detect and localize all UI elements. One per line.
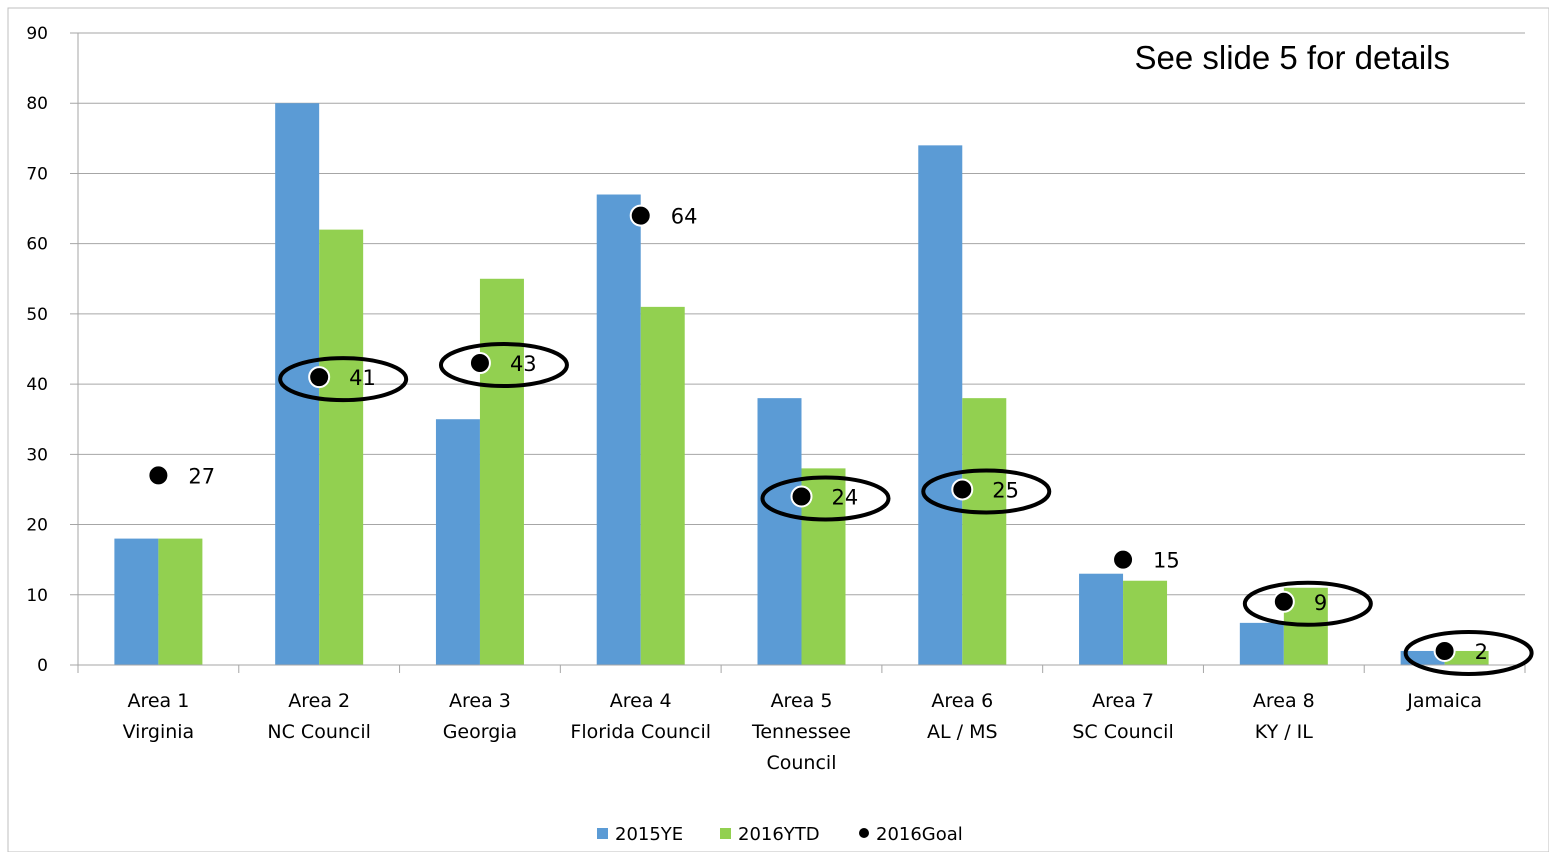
goal-label: 43 — [510, 352, 537, 376]
y-tick-label: 50 — [26, 305, 48, 325]
goal-marker — [1433, 639, 1456, 662]
category-label: Area 6 AL / MS — [927, 690, 998, 743]
bar-2015ye — [435, 419, 480, 665]
legend-marker-2016goal — [859, 828, 869, 838]
goal-highlight-ellipse — [760, 475, 891, 522]
legend-swatch-2015ye — [597, 828, 608, 839]
goal-markers: 27 41 43 64 24 25 15 9 2 — [147, 204, 1488, 664]
bar-2016ytd — [640, 306, 685, 665]
bar-2015ye — [114, 538, 159, 665]
goal-label: 9 — [1314, 591, 1327, 615]
goal-label: 15 — [1153, 549, 1180, 573]
y-tick-label: 70 — [26, 164, 48, 184]
goal-label: 2 — [1475, 640, 1488, 664]
goal-highlight-ellipse — [278, 356, 409, 403]
y-tick-label: 60 — [26, 235, 48, 255]
bar-2015ye — [757, 398, 802, 665]
bar-2016ytd — [319, 229, 364, 665]
goal-marker — [1272, 590, 1295, 613]
y-tick-label: 40 — [26, 375, 48, 395]
category-label: Area 3 Georgia — [443, 690, 518, 743]
y-axis-tick-labels: 0 10 20 30 40 50 60 70 80 90 — [26, 24, 48, 676]
legend-label-2015ye: 2015YE — [615, 824, 683, 845]
goal-highlight-ellipse — [921, 468, 1052, 515]
goal-marker — [147, 464, 170, 487]
bar-2015ye — [918, 145, 963, 665]
y-tick-label: 0 — [37, 656, 48, 676]
goal-marker — [468, 352, 491, 375]
bar-2016ytd — [1444, 650, 1489, 665]
goal-highlight-ellipse — [1403, 629, 1534, 676]
goal-label: 25 — [992, 478, 1019, 502]
y-tick-label: 10 — [26, 586, 48, 606]
legend-label-2016goal: 2016Goal — [876, 824, 963, 845]
legend: 2015YE 2016YTD 2016Goal — [597, 824, 963, 845]
bar-2016ytd — [158, 538, 203, 665]
bar-2015ye — [596, 194, 641, 665]
chart-annotation: See slide 5 for details — [1134, 39, 1450, 76]
goal-marker — [790, 485, 813, 508]
legend-label-2016ytd: 2016YTD — [738, 824, 820, 845]
legend-swatch-2016ytd — [720, 828, 731, 839]
chart-border — [7, 7, 1549, 852]
category-label: Area 1 Virginia — [123, 690, 195, 743]
bar-2015ye — [1239, 622, 1284, 665]
goal-marker — [308, 366, 331, 389]
y-tick-label: 20 — [26, 516, 48, 536]
goal-label: 64 — [671, 205, 698, 229]
x-axis — [70, 664, 1526, 673]
goal-highlight-ellipse — [1242, 580, 1373, 627]
category-label: Area 7 SC Council — [1072, 690, 1173, 743]
goal-marker — [951, 478, 974, 501]
category-label: Jamaica — [1406, 690, 1482, 712]
goal-marker — [1112, 548, 1135, 571]
category-label: Area 4 Florida Council — [570, 690, 711, 743]
y-tick-label: 30 — [26, 445, 48, 465]
bar-2016ytd — [962, 398, 1007, 665]
category-labels: Area 1 Virginia Area 2 NC Council Area 3 Geor… — [123, 690, 1482, 774]
category-label: Area 2 NC Council — [267, 690, 371, 743]
goal-label: 24 — [832, 485, 859, 509]
goal-highlight-ellipse — [438, 342, 569, 389]
bar-2015ye — [1079, 573, 1124, 665]
y-tick-label: 80 — [26, 94, 48, 114]
goal-label: 41 — [349, 366, 376, 390]
bar-2016ytd — [479, 278, 524, 665]
category-label: Area 8 KY / IL — [1253, 690, 1315, 743]
goal-label: 27 — [188, 464, 215, 488]
bar-2016ytd — [1123, 580, 1168, 665]
goal-marker — [629, 204, 652, 227]
category-label: Area 5 Tennessee Council — [751, 690, 851, 774]
highlight-ellipses — [278, 342, 1534, 676]
y-tick-label: 90 — [26, 24, 48, 44]
